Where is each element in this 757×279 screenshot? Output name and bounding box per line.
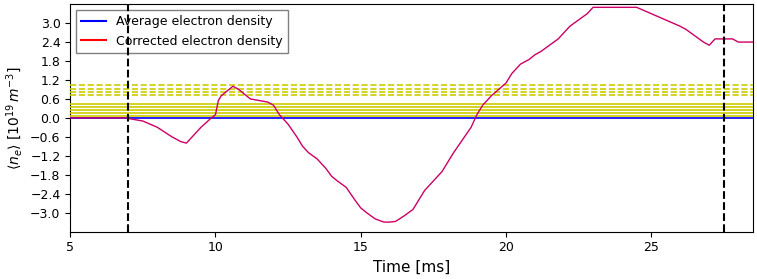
Legend: Average electron density, Corrected electron density: Average electron density, Corrected elec… <box>76 10 288 53</box>
X-axis label: Time [ms]: Time [ms] <box>373 260 450 275</box>
Y-axis label: $\langle n_e \rangle$ $[10^{19}\,m^{-3}]$: $\langle n_e \rangle$ $[10^{19}\,m^{-3}]… <box>5 66 24 170</box>
